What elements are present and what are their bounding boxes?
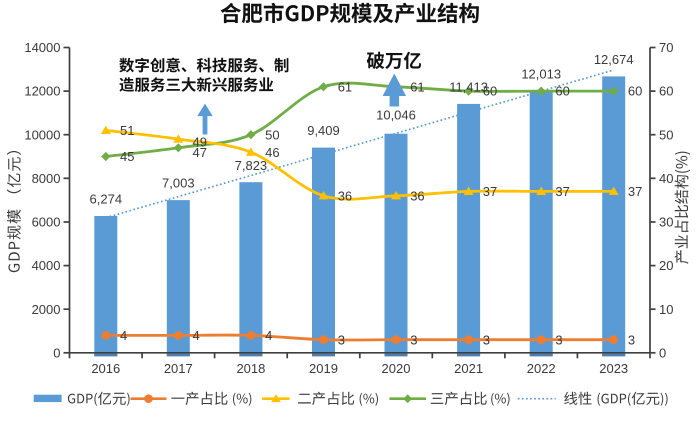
svg-text:0: 0	[659, 345, 666, 360]
svg-text:11,413: 11,413	[449, 80, 488, 95]
svg-text:9,409: 9,409	[307, 123, 340, 138]
svg-text:50: 50	[265, 127, 279, 142]
svg-text:7,823: 7,823	[235, 158, 268, 173]
svg-text:60: 60	[555, 84, 569, 99]
svg-text:46: 46	[265, 145, 279, 160]
svg-text:61: 61	[338, 79, 352, 94]
svg-text:2016: 2016	[91, 361, 120, 376]
svg-text:2023: 2023	[599, 361, 628, 376]
svg-text:50: 50	[659, 127, 673, 142]
svg-text:36: 36	[410, 188, 424, 203]
svg-text:51: 51	[120, 123, 134, 138]
svg-text:12,013: 12,013	[521, 66, 561, 81]
svg-text:3: 3	[628, 332, 635, 347]
svg-text:10: 10	[659, 302, 673, 317]
svg-text:47: 47	[193, 145, 207, 160]
svg-text:60: 60	[659, 84, 673, 99]
svg-text:37: 37	[628, 184, 642, 199]
svg-text:30: 30	[659, 215, 673, 230]
svg-text:6,274: 6,274	[90, 192, 123, 207]
svg-text:4000: 4000	[32, 258, 61, 273]
svg-text:4: 4	[120, 328, 127, 343]
svg-text:4: 4	[265, 328, 272, 343]
svg-text:14000: 14000	[24, 40, 60, 55]
svg-text:45: 45	[120, 149, 134, 164]
svg-text:3: 3	[338, 332, 345, 347]
svg-text:40: 40	[659, 171, 673, 186]
svg-text:2018: 2018	[236, 361, 265, 376]
svg-text:2019: 2019	[309, 361, 338, 376]
svg-text:2000: 2000	[32, 302, 61, 317]
svg-text:60: 60	[483, 84, 497, 99]
svg-text:20: 20	[659, 258, 673, 273]
svg-text:2020: 2020	[382, 361, 411, 376]
svg-text:7,003: 7,003	[162, 176, 195, 191]
svg-text:49: 49	[193, 135, 207, 150]
svg-text:10,046: 10,046	[376, 107, 416, 122]
svg-text:3: 3	[410, 332, 417, 347]
svg-text:60: 60	[628, 84, 642, 99]
svg-text:36: 36	[338, 188, 352, 203]
svg-text:6000: 6000	[32, 215, 61, 230]
svg-text:2022: 2022	[527, 361, 556, 376]
svg-text:37: 37	[555, 184, 569, 199]
svg-text:4: 4	[193, 328, 200, 343]
svg-text:12,674: 12,674	[594, 52, 634, 67]
svg-text:2021: 2021	[454, 361, 483, 376]
svg-text:37: 37	[483, 184, 497, 199]
svg-text:2017: 2017	[164, 361, 193, 376]
svg-text:61: 61	[410, 79, 424, 94]
svg-text:3: 3	[483, 332, 490, 347]
svg-text:3: 3	[555, 332, 562, 347]
svg-text:0: 0	[53, 345, 60, 360]
svg-text:12000: 12000	[24, 84, 60, 99]
svg-text:10000: 10000	[24, 127, 60, 142]
svg-text:70: 70	[659, 40, 673, 55]
svg-text:8000: 8000	[32, 171, 61, 186]
